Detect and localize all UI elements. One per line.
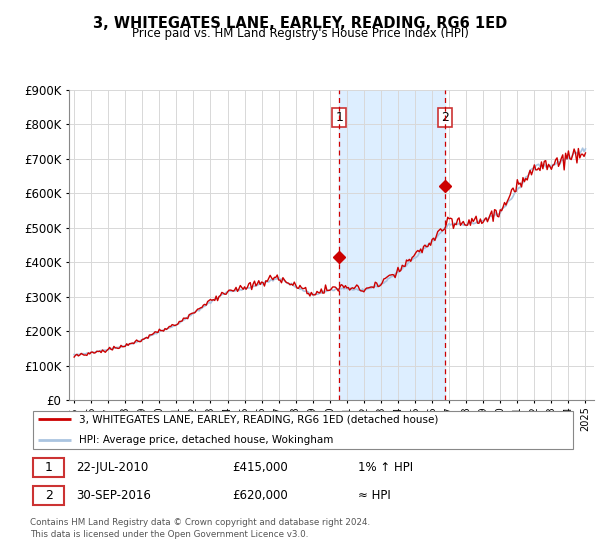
Text: 3, WHITEGATES LANE, EARLEY, READING, RG6 1ED (detached house): 3, WHITEGATES LANE, EARLEY, READING, RG6…: [79, 414, 439, 424]
Text: Contains HM Land Registry data © Crown copyright and database right 2024.
This d: Contains HM Land Registry data © Crown c…: [30, 518, 370, 539]
Text: 1: 1: [335, 111, 343, 124]
Text: 1% ↑ HPI: 1% ↑ HPI: [358, 461, 413, 474]
Text: £415,000: £415,000: [232, 461, 288, 474]
FancyBboxPatch shape: [33, 411, 573, 449]
Text: 22-JUL-2010: 22-JUL-2010: [76, 461, 149, 474]
Text: 1: 1: [44, 461, 53, 474]
Text: Price paid vs. HM Land Registry's House Price Index (HPI): Price paid vs. HM Land Registry's House …: [131, 27, 469, 40]
Text: 2: 2: [441, 111, 449, 124]
Text: ≈ HPI: ≈ HPI: [358, 488, 391, 502]
FancyBboxPatch shape: [33, 458, 64, 477]
Text: £620,000: £620,000: [232, 488, 288, 502]
Text: HPI: Average price, detached house, Wokingham: HPI: Average price, detached house, Woki…: [79, 435, 334, 445]
Text: 30-SEP-2016: 30-SEP-2016: [76, 488, 151, 502]
Text: 2: 2: [44, 488, 53, 502]
FancyBboxPatch shape: [33, 486, 64, 505]
Bar: [339, 90, 445, 400]
Text: 3, WHITEGATES LANE, EARLEY, READING, RG6 1ED: 3, WHITEGATES LANE, EARLEY, READING, RG6…: [93, 16, 507, 31]
